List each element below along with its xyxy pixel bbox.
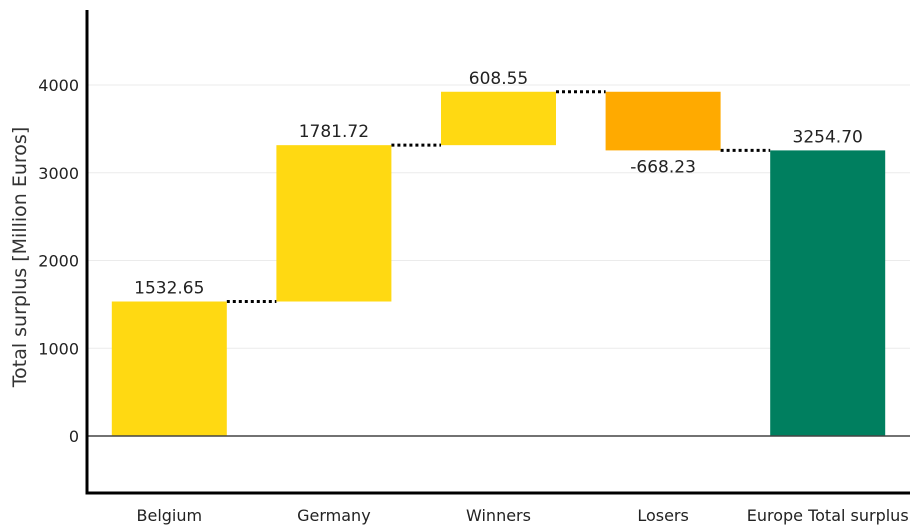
connectors <box>226 90 771 304</box>
y-tick-label: 3000 <box>38 164 79 183</box>
x-tick-label: Losers <box>637 506 689 525</box>
x-tick-labels: Belgium Germany Winners Losers Europe Total … <box>137 506 909 525</box>
y-tick-label: 2000 <box>38 252 79 271</box>
x-tick-label: Winners <box>466 506 531 525</box>
x-tick-label: Germany <box>297 506 371 525</box>
value-label: 1781.72 <box>299 122 369 142</box>
value-label: -668.23 <box>630 157 696 177</box>
bar-losers <box>605 91 721 151</box>
value-labels: 1532.65 1781.72 608.55 -668.23 3254.70 <box>134 69 863 299</box>
y-tick-label: 0 <box>69 427 79 446</box>
bars <box>111 91 886 436</box>
y-tick-labels: 0 1000 2000 3000 4000 <box>38 76 79 446</box>
bar-belgium <box>111 301 227 436</box>
bar-europe-total-surplus <box>770 150 886 436</box>
bar-winners <box>441 91 556 146</box>
bar-germany <box>276 145 392 302</box>
value-label: 1532.65 <box>134 279 204 299</box>
x-tick-label: Europe Total surplus <box>747 506 909 525</box>
y-tick-label: 4000 <box>38 76 79 95</box>
y-axis-label: Total surplus [Million Euros] <box>9 127 31 389</box>
y-tick-label: 1000 <box>38 339 79 358</box>
x-tick-label: Belgium <box>137 506 203 525</box>
value-label: 608.55 <box>469 69 528 89</box>
value-label: 3254.70 <box>793 127 863 147</box>
